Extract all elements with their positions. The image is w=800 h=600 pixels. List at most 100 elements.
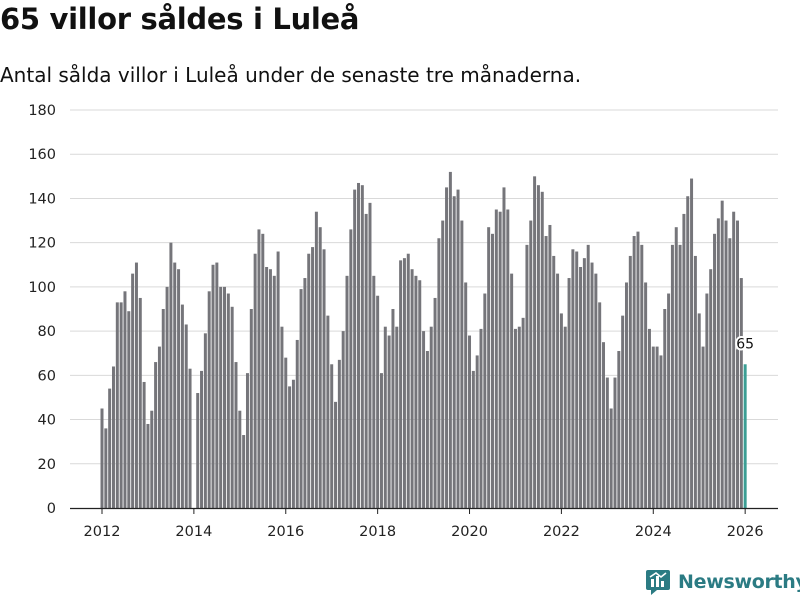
bar <box>670 244 674 508</box>
bar <box>724 220 728 509</box>
x-tick-label: 2012 <box>84 524 121 540</box>
bar <box>667 293 671 508</box>
bar <box>318 227 322 508</box>
y-tick-label: 0 <box>47 501 56 517</box>
bar <box>425 351 429 508</box>
annotations: 65 <box>734 334 756 354</box>
bar <box>544 236 548 509</box>
bar <box>314 211 318 508</box>
bar <box>651 346 655 508</box>
bar <box>196 393 200 508</box>
bar <box>200 370 204 508</box>
bar <box>379 373 383 508</box>
bar <box>736 220 739 509</box>
bar <box>701 346 705 508</box>
bar <box>441 220 445 509</box>
bar <box>268 269 272 508</box>
bar <box>456 189 460 508</box>
bar <box>280 326 284 508</box>
bar <box>353 189 357 508</box>
bar <box>732 211 736 508</box>
y-tick-label: 180 <box>28 103 56 119</box>
bar <box>406 253 410 508</box>
bar <box>150 410 154 508</box>
bar <box>108 388 112 508</box>
bar <box>525 244 529 508</box>
bar <box>211 264 215 508</box>
chart-subtitle: Antal sålda villor i Luleå under de sena… <box>0 63 582 87</box>
bar <box>445 187 449 508</box>
bar <box>123 291 127 508</box>
bar <box>621 315 625 508</box>
bar <box>345 275 349 508</box>
bar <box>609 408 613 508</box>
highlight-value-label: 65 <box>736 336 754 352</box>
bar <box>613 377 617 508</box>
bar <box>115 302 119 508</box>
bar-highlighted <box>743 364 747 508</box>
x-tick-label: 2016 <box>267 524 304 540</box>
bar <box>690 178 694 509</box>
bar <box>739 278 743 508</box>
bar <box>559 313 563 508</box>
bar <box>146 423 150 508</box>
bar <box>104 428 108 508</box>
bar <box>184 324 188 508</box>
bar <box>533 176 537 509</box>
bar <box>632 236 636 509</box>
bar <box>169 242 173 508</box>
bar <box>311 247 315 509</box>
bar <box>349 229 353 508</box>
bar <box>483 293 487 508</box>
x-tick-label: 2020 <box>451 524 488 540</box>
newsworthy-logo: Newsworthy <box>645 568 800 596</box>
bar <box>414 275 418 508</box>
bar <box>207 291 211 508</box>
bar <box>502 187 506 508</box>
bar <box>142 381 146 508</box>
bar <box>716 218 720 508</box>
bar <box>131 273 135 508</box>
bar <box>157 346 161 508</box>
bar <box>276 251 280 508</box>
y-axis-ticks: 0 20 40 60 80 100 120 140 160 180 <box>28 103 56 517</box>
bar <box>567 278 571 508</box>
bar <box>552 255 556 508</box>
bar <box>663 309 667 508</box>
bar <box>693 255 697 508</box>
bar <box>399 260 403 508</box>
bar <box>602 342 606 508</box>
bar <box>490 233 494 509</box>
bar <box>284 357 288 508</box>
bar <box>422 331 426 508</box>
bar <box>219 286 223 508</box>
bar <box>291 379 295 508</box>
bar <box>402 258 406 508</box>
bar <box>223 286 226 508</box>
bar <box>295 339 299 508</box>
bar <box>249 309 253 508</box>
bar <box>594 273 598 508</box>
bar <box>475 355 479 508</box>
bar <box>272 275 276 508</box>
bar <box>506 209 510 508</box>
bar <box>410 269 414 508</box>
bar <box>395 326 399 508</box>
bar <box>529 220 533 509</box>
bar <box>299 289 303 508</box>
bar <box>357 182 360 508</box>
x-tick-label: 2022 <box>543 524 580 540</box>
bar <box>471 370 475 508</box>
bar <box>513 328 517 508</box>
bar <box>487 227 491 508</box>
bar <box>253 253 257 508</box>
bar <box>548 224 552 508</box>
bar <box>479 328 483 508</box>
bar <box>230 306 234 508</box>
x-tick-label: 2018 <box>359 524 396 540</box>
bar <box>119 302 123 508</box>
bar <box>261 233 265 509</box>
bar <box>563 326 567 508</box>
bar <box>303 278 307 508</box>
bar <box>330 364 334 508</box>
